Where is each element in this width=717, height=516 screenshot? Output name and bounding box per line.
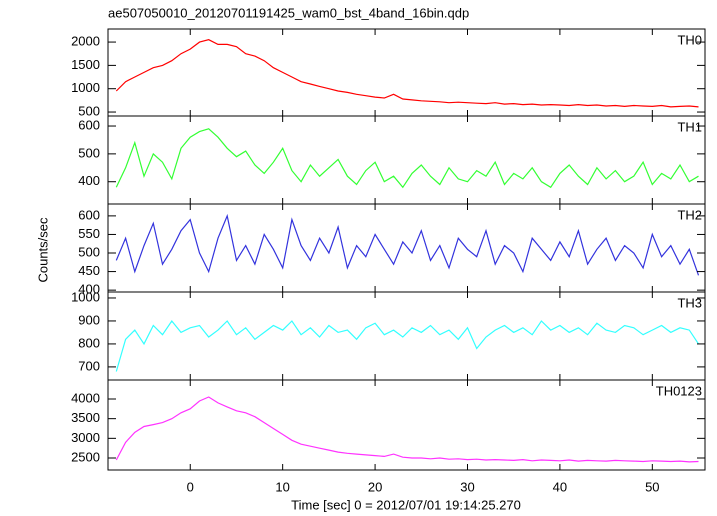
y-tick-label: 500 — [78, 145, 100, 160]
x-tick-label: 50 — [645, 479, 659, 494]
x-tick-label: 40 — [553, 479, 567, 494]
panel-label: TH0 — [677, 32, 702, 47]
y-tick-label: 600 — [78, 117, 100, 132]
panel-label: TH1 — [677, 119, 702, 134]
x-tick-label: 20 — [368, 479, 382, 494]
y-tick-label: 400 — [78, 282, 100, 297]
series-line — [115, 213, 700, 276]
series-line — [115, 128, 699, 189]
y-tick-label: 550 — [78, 226, 100, 241]
x-tick-label: 30 — [460, 479, 474, 494]
y-tick-label: 3500 — [71, 410, 100, 425]
y-axis-label: Counts/sec — [35, 217, 50, 283]
y-tick-label: 1000 — [71, 289, 100, 304]
y-tick-label: 900 — [78, 312, 100, 327]
panel-frame — [107, 291, 706, 381]
y-tick-label: 1000 — [71, 80, 100, 95]
y-tick-label: 800 — [78, 335, 100, 350]
y-tick-label: 600 — [78, 207, 100, 222]
panel-label: TH0123 — [656, 383, 702, 398]
y-tick-label: 2500 — [71, 449, 100, 464]
y-tick-label: 1500 — [71, 57, 100, 72]
x-axis-label: Time [sec] 0 = 2012/07/01 19:14:25.270 — [291, 497, 521, 512]
series-line — [115, 396, 699, 463]
y-tick-label: 450 — [78, 263, 100, 278]
panel-label: TH3 — [677, 295, 702, 310]
y-tick-label: 500 — [78, 103, 100, 118]
y-tick-label: 400 — [78, 173, 100, 188]
y-tick-label: 4000 — [71, 390, 100, 405]
y-tick-label: 500 — [78, 244, 100, 259]
panel-frame — [107, 379, 706, 471]
panel-label: TH2 — [677, 207, 702, 222]
y-tick-label: 2000 — [71, 33, 100, 48]
series-line — [115, 39, 699, 108]
x-tick-label: 10 — [275, 479, 289, 494]
panel-frame — [107, 28, 706, 117]
x-tick-label: 0 — [187, 479, 194, 494]
chart-title: ae507050010_20120701191425_wam0_bst_4ban… — [108, 5, 469, 20]
y-tick-label: 700 — [78, 358, 100, 373]
panel-frame — [107, 115, 706, 205]
series-line — [115, 319, 699, 372]
y-tick-label: 3000 — [71, 430, 100, 445]
